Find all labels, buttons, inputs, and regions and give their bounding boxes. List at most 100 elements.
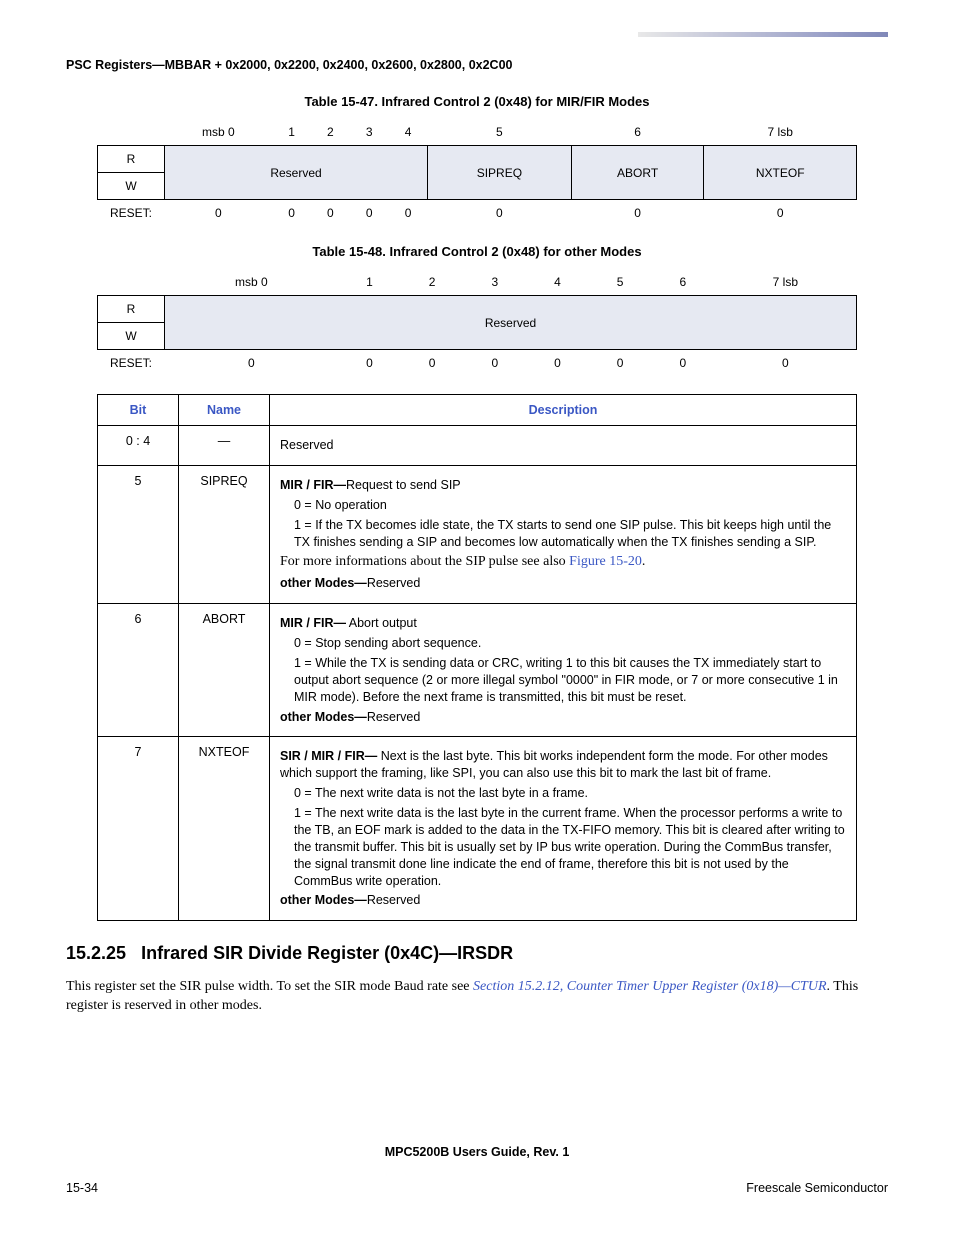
desc-text: other Modes—Reserved xyxy=(280,892,846,909)
accent-bar xyxy=(638,32,888,37)
w-label: W xyxy=(98,173,165,200)
r-label: R xyxy=(98,296,165,323)
reset-val: 0 xyxy=(571,200,704,227)
desc-text: Reserved xyxy=(280,437,846,454)
reset-val: 0 xyxy=(272,200,311,227)
bit-label: msb 0 xyxy=(165,269,339,296)
bit-label: 1 xyxy=(272,119,311,146)
reset-val: 0 xyxy=(526,350,589,377)
bit-cell: 5 xyxy=(98,465,179,603)
section-num: 15.2.25 xyxy=(66,943,126,963)
bit-label: 6 xyxy=(571,119,704,146)
name-cell: NXTEOF xyxy=(179,737,270,921)
footer-center: MPC5200B Users Guide, Rev. 1 xyxy=(66,1145,888,1159)
name-cell: SIPREQ xyxy=(179,465,270,603)
table-15-48: msb 0 1 2 3 4 5 6 7 lsb R Reserved W RES… xyxy=(97,269,857,376)
reset-label: RESET: xyxy=(98,350,165,377)
field-abort: ABORT xyxy=(571,146,704,200)
bit-header-row: msb 0 1 2 3 4 5 6 7 lsb xyxy=(98,119,857,146)
section-title: Infrared SIR Divide Register (0x4C)—IRSD… xyxy=(141,943,513,963)
field-nxteof: NXTEOF xyxy=(704,146,857,200)
reset-val: 0 xyxy=(338,350,401,377)
section-link[interactable]: Section 15.2.12, Counter Timer Upper Reg… xyxy=(473,979,826,994)
bit-label: 6 xyxy=(651,269,714,296)
table-row: 5 SIPREQ MIR / FIR—Request to send SIP 0… xyxy=(98,465,857,603)
reset-val: 0 xyxy=(428,200,572,227)
table-15-47-caption: Table 15-47. Infrared Control 2 (0x48) f… xyxy=(66,94,888,109)
desc-cell: SIR / MIR / FIR— Next is the last byte. … xyxy=(270,737,857,921)
desc-text: 1 = The next write data is the last byte… xyxy=(294,805,846,889)
bit-cell: 0 : 4 xyxy=(98,426,179,466)
col-desc: Description xyxy=(270,395,857,426)
description-table: Bit Name Description 0 : 4 — Reserved 5 … xyxy=(97,394,857,921)
reset-val: 0 xyxy=(651,350,714,377)
name-cell: — xyxy=(179,426,270,466)
reset-val: 0 xyxy=(401,350,464,377)
bit-header-row: msb 0 1 2 3 4 5 6 7 lsb xyxy=(98,269,857,296)
desc-text: SIR / MIR / FIR— Next is the last byte. … xyxy=(280,748,846,782)
desc-text: other Modes—Reserved xyxy=(280,709,846,726)
r-row: R Reserved SIPREQ ABORT NXTEOF xyxy=(98,146,857,173)
desc-text: 0 = No operation xyxy=(294,497,846,514)
reset-val: 0 xyxy=(463,350,526,377)
w-label: W xyxy=(98,323,165,350)
reset-label: RESET: xyxy=(98,200,165,227)
bit-label: 1 xyxy=(338,269,401,296)
reset-val: 0 xyxy=(165,350,339,377)
bit-label: 4 xyxy=(526,269,589,296)
page-header: PSC Registers—MBBAR + 0x2000, 0x2200, 0x… xyxy=(66,58,888,72)
figure-link[interactable]: Figure 15-20 xyxy=(569,554,642,569)
bit-label: 4 xyxy=(389,119,428,146)
bit-cell: 7 xyxy=(98,737,179,921)
reset-val: 0 xyxy=(589,350,652,377)
table-row: 7 NXTEOF SIR / MIR / FIR— Next is the la… xyxy=(98,737,857,921)
desc-text: For more informations about the SIP puls… xyxy=(280,553,846,572)
reset-val: 0 xyxy=(311,200,350,227)
desc-text: 1 = If the TX becomes idle state, the TX… xyxy=(294,517,846,551)
desc-cell: MIR / FIR— Abort output 0 = Stop sending… xyxy=(270,604,857,737)
desc-text: 0 = Stop sending abort sequence. xyxy=(294,635,846,652)
bit-label: 5 xyxy=(589,269,652,296)
reset-row: RESET: 0 0 0 0 0 0 0 0 xyxy=(98,200,857,227)
desc-cell: MIR / FIR—Request to send SIP 0 = No ope… xyxy=(270,465,857,603)
r-label: R xyxy=(98,146,165,173)
bit-label: 2 xyxy=(311,119,350,146)
reset-row: RESET: 0 0 0 0 0 0 0 0 xyxy=(98,350,857,377)
table-header-row: Bit Name Description xyxy=(98,395,857,426)
table-15-47: msb 0 1 2 3 4 5 6 7 lsb R Reserved SIPRE… xyxy=(97,119,857,226)
bit-cell: 6 xyxy=(98,604,179,737)
footer-right: Freescale Semiconductor xyxy=(746,1181,888,1195)
desc-text: MIR / FIR— Abort output xyxy=(280,615,846,632)
table-row: 0 : 4 — Reserved xyxy=(98,426,857,466)
reserved-cell: Reserved xyxy=(165,296,857,350)
reset-val: 0 xyxy=(704,200,857,227)
reset-val: 0 xyxy=(714,350,856,377)
table-15-48-caption: Table 15-48. Infrared Control 2 (0x48) f… xyxy=(66,244,888,259)
desc-text: 1 = While the TX is sending data or CRC,… xyxy=(294,655,846,706)
reserved-cell: Reserved xyxy=(165,146,428,200)
section-body: This register set the SIR pulse width. T… xyxy=(66,978,888,1016)
col-bit: Bit xyxy=(98,395,179,426)
bit-label: 7 lsb xyxy=(714,269,856,296)
page-footer: MPC5200B Users Guide, Rev. 1 15-34 Frees… xyxy=(66,1145,888,1195)
reset-val: 0 xyxy=(350,200,389,227)
page: PSC Registers—MBBAR + 0x2000, 0x2200, 0x… xyxy=(0,0,954,1235)
footer-left: 15-34 xyxy=(66,1181,98,1195)
bit-label: 5 xyxy=(428,119,572,146)
reset-val: 0 xyxy=(165,200,273,227)
table-row: 6 ABORT MIR / FIR— Abort output 0 = Stop… xyxy=(98,604,857,737)
bit-label: 3 xyxy=(463,269,526,296)
reset-val: 0 xyxy=(389,200,428,227)
col-name: Name xyxy=(179,395,270,426)
section-heading: 15.2.25 Infrared SIR Divide Register (0x… xyxy=(66,943,888,964)
bit-label: 2 xyxy=(401,269,464,296)
desc-text: 0 = The next write data is not the last … xyxy=(294,785,846,802)
bit-label: msb 0 xyxy=(165,119,273,146)
name-cell: ABORT xyxy=(179,604,270,737)
desc-cell: Reserved xyxy=(270,426,857,466)
bit-label: 3 xyxy=(350,119,389,146)
bit-label: 7 lsb xyxy=(704,119,857,146)
r-row: R Reserved xyxy=(98,296,857,323)
desc-text: MIR / FIR—Request to send SIP xyxy=(280,477,846,494)
desc-text: other Modes—Reserved xyxy=(280,575,846,592)
